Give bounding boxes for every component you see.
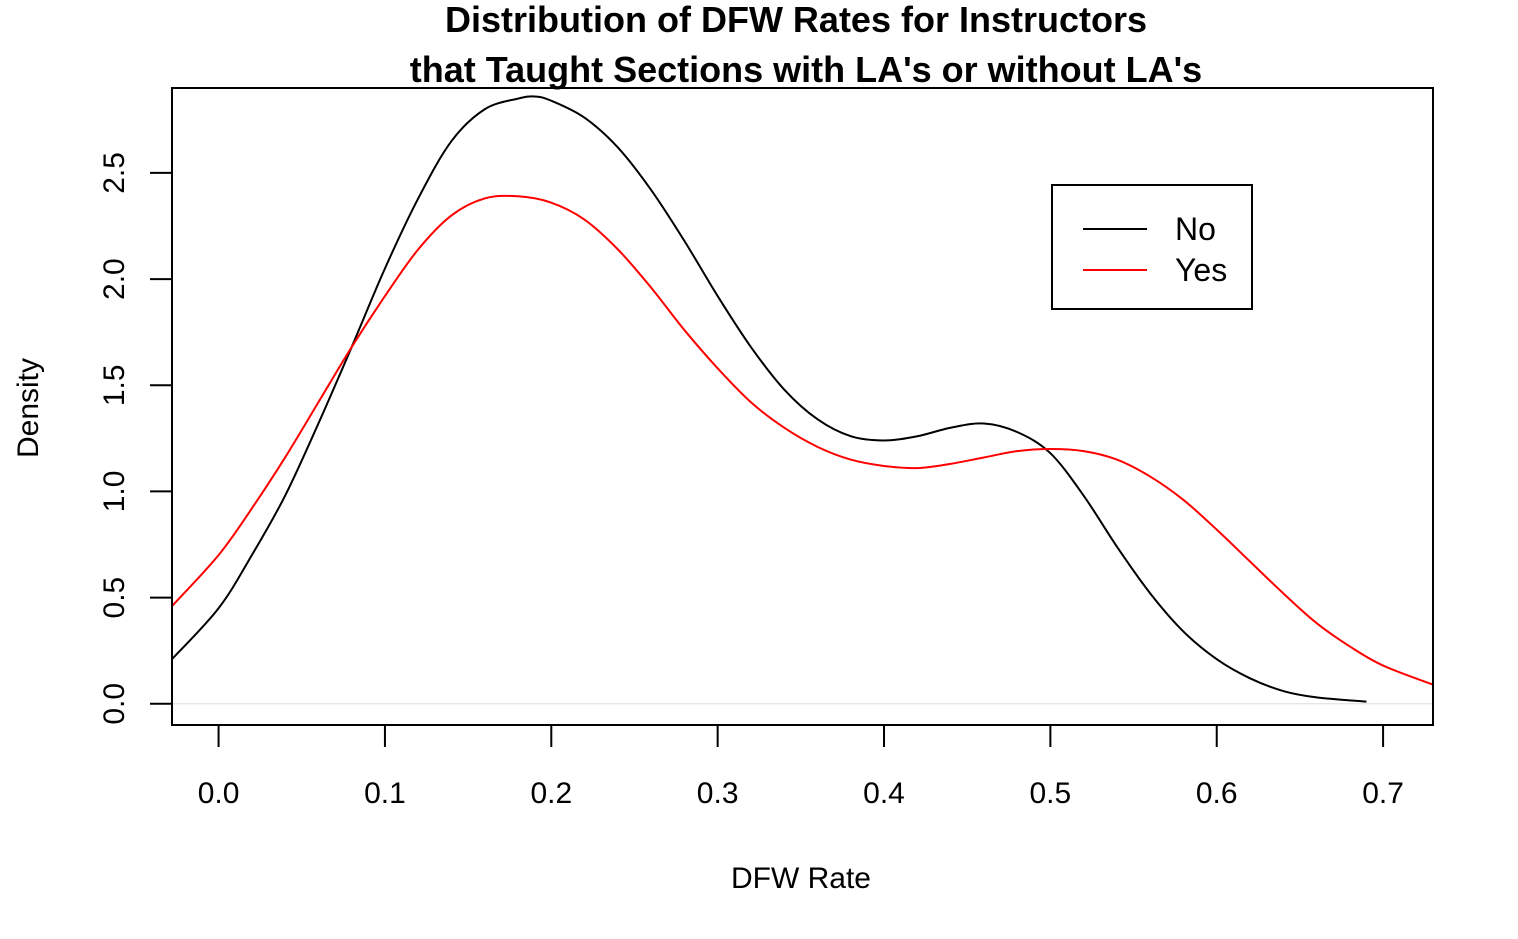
legend-label-no: No	[1175, 211, 1216, 247]
series-line-no	[171, 95, 1367, 703]
y-tick-label: 1.0	[98, 471, 131, 513]
x-tick-label: 0.3	[697, 777, 739, 810]
legend: No Yes	[1051, 184, 1253, 310]
x-tick-label: 0.4	[863, 777, 905, 810]
y-tick-label: 0.5	[98, 577, 131, 619]
y-tick-label: 2.0	[98, 258, 131, 300]
legend-box	[1051, 184, 1253, 310]
y-axis-label: Density	[12, 358, 45, 458]
series-line-yes	[171, 194, 1434, 686]
x-tick-label: 0.0	[198, 777, 240, 810]
chart-title-line-1: Distribution of DFW Rates for Instructor…	[445, 0, 1147, 40]
plot-frame	[171, 87, 1434, 726]
y-tick-label: 0.0	[98, 683, 131, 725]
y-tick-label: 1.5	[98, 364, 131, 406]
plot-layer: 0.0 0.1 0.2 0.3 0.4 0.5 0.6 0.7 0.0 0.5 1.0 1.5 2.0 2…	[98, 95, 1434, 810]
x-tick-label: 0.6	[1196, 777, 1238, 810]
legend-label-yes: Yes	[1175, 252, 1227, 288]
x-tick-label: 0.2	[530, 777, 572, 810]
chart-title-line-2: that Taught Sections with LA's or withou…	[410, 49, 1202, 90]
x-tick-label: 0.7	[1362, 777, 1404, 810]
y-tick-label: 2.5	[98, 152, 131, 194]
x-tick-label: 0.1	[364, 777, 406, 810]
x-tick-label: 0.5	[1030, 777, 1072, 810]
x-axis-label: DFW Rate	[731, 862, 871, 895]
